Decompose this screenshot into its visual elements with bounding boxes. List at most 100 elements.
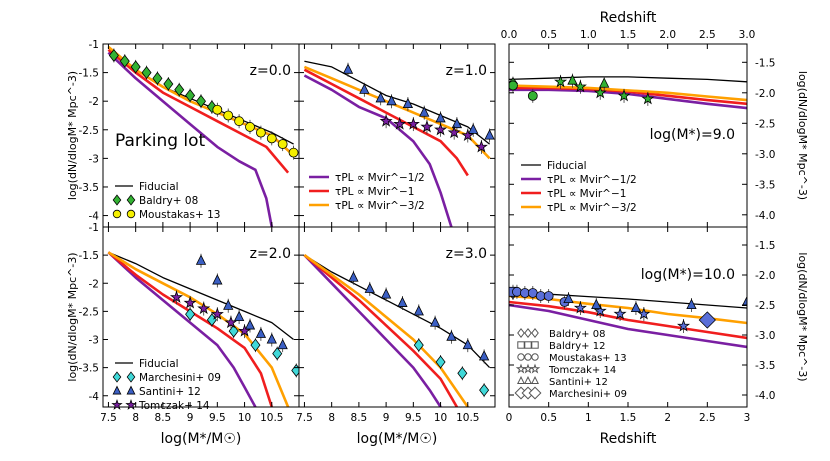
x-tick-label: 9.5 xyxy=(405,412,422,424)
data-point xyxy=(630,301,642,312)
y-tick-label: -4 xyxy=(89,211,100,223)
data-point xyxy=(163,77,174,91)
data-point xyxy=(348,271,359,282)
series-line xyxy=(107,251,257,407)
legend-swatch xyxy=(111,399,123,410)
data-point xyxy=(509,80,518,91)
legend-swatch xyxy=(524,341,532,349)
y-tick-label: -2.0 xyxy=(755,270,776,282)
data-point xyxy=(223,299,234,310)
y-tick-label: -3.5 xyxy=(755,179,776,191)
y-tick-label: -2.5 xyxy=(755,300,776,312)
x-tick-label: 2.0 xyxy=(659,29,676,41)
x-tick-label: 10 xyxy=(238,412,251,424)
series-line xyxy=(304,60,491,145)
x-axis-label: log(M*/M☉) xyxy=(161,431,242,447)
legend-swatch xyxy=(531,341,539,349)
data-point xyxy=(212,104,223,115)
legend-label: Marchesini+ 09 xyxy=(139,372,221,384)
x-tick-label: 1 xyxy=(585,412,592,424)
series-line xyxy=(509,76,747,83)
legend-swatch xyxy=(528,386,542,400)
series-line xyxy=(107,51,274,227)
panel-3: -1.5 -2.0 -2.5 -3.0 -3.5 -4.0 0.0 0.5 1.0 1.5 2.0 2… xyxy=(501,10,809,228)
y-axis-label: log(dN/dlogM* Mpc^-3) xyxy=(796,71,809,200)
data-point xyxy=(364,282,375,293)
data-point xyxy=(359,83,370,94)
data-point xyxy=(255,127,266,138)
legend-swatch xyxy=(531,328,539,338)
x-tick-label: 0 xyxy=(506,412,513,424)
redshift-label: z=3.0 xyxy=(446,246,487,262)
legend-swatch xyxy=(126,371,136,383)
x-tick-label: 7.5 xyxy=(296,412,313,424)
plot-area xyxy=(107,45,299,227)
legend-swatch xyxy=(112,194,122,206)
legend-label: Marchesini+ 09 xyxy=(549,389,627,400)
legend-label: Fiducial xyxy=(547,160,587,172)
x-tick-label: 7.5 xyxy=(100,412,117,424)
x-tick-label: 10.5 xyxy=(456,412,479,424)
redshift-label: z=0.0 xyxy=(250,63,291,79)
y-tick-label: -3.0 xyxy=(755,330,776,342)
data-point xyxy=(447,125,461,139)
panel-2: z=1.0 τPL ∝ Mvir^−1/2 τPL ∝ Mvir^−1 τPL ∝ M… xyxy=(298,43,496,228)
data-point xyxy=(435,112,446,123)
legend-swatch xyxy=(522,363,534,374)
y-tick-label: -4.0 xyxy=(755,210,776,222)
x-tick-label: 9.5 xyxy=(209,412,226,424)
legend-label: Moustakas+ 13 xyxy=(549,353,627,364)
data-point xyxy=(386,94,397,106)
legend-label: τPL ∝ Mvir^−1/2 xyxy=(547,174,637,186)
data-point xyxy=(573,79,587,93)
data-point xyxy=(379,114,393,127)
series-line xyxy=(509,303,747,349)
legend-swatch xyxy=(517,328,525,338)
x-tick-label: 0.0 xyxy=(501,29,518,41)
x-axis-label: Redshift xyxy=(600,431,657,447)
plot-area xyxy=(303,60,495,227)
y-tick-label: -2 xyxy=(89,278,99,290)
x-tick-label: 1.5 xyxy=(620,29,637,41)
data-point xyxy=(413,338,424,352)
x-axis-label: log(M*/M☉) xyxy=(357,431,438,447)
data-point xyxy=(434,122,448,136)
data-point xyxy=(277,338,288,350)
series-line xyxy=(107,45,295,157)
data-point xyxy=(234,116,245,127)
y-tick-label: -2.5 xyxy=(79,306,100,318)
data-point xyxy=(429,316,441,327)
data-point xyxy=(152,71,163,85)
x-tick-label: 3 xyxy=(744,412,751,424)
x-tick-label: 9 xyxy=(383,412,390,424)
x-tick-label: 8.5 xyxy=(351,412,368,424)
data-point xyxy=(212,274,223,285)
data-point xyxy=(484,129,495,140)
data-point xyxy=(479,383,490,397)
legend-swatch xyxy=(125,399,137,410)
data-point xyxy=(185,307,196,321)
data-point xyxy=(543,291,554,301)
series-line xyxy=(509,84,747,102)
data-point xyxy=(573,301,587,314)
data-point xyxy=(461,128,475,142)
data-point xyxy=(195,254,207,265)
data-point xyxy=(446,330,457,341)
data-point xyxy=(272,347,283,361)
data-point xyxy=(342,63,354,74)
y-tick-label: -1.5 xyxy=(755,57,776,69)
x-tick-label: 2 xyxy=(664,412,671,424)
legend-label: τPL ∝ Mvir^−3/2 xyxy=(335,200,425,212)
data-point xyxy=(686,298,697,309)
x-tick-label: 0.5 xyxy=(540,412,557,424)
legend-label: Moustakas+ 13 xyxy=(139,209,220,221)
data-point xyxy=(277,139,288,149)
y-tick-label: -1.5 xyxy=(755,240,776,252)
y-tick-label: -3.5 xyxy=(79,363,100,375)
x-tick-label: 10.5 xyxy=(260,412,283,424)
x-tick-label: 1.5 xyxy=(620,412,637,424)
series-line xyxy=(509,300,747,340)
data-point xyxy=(413,305,424,316)
mass-label: log(M*)=9.0 xyxy=(650,127,735,143)
